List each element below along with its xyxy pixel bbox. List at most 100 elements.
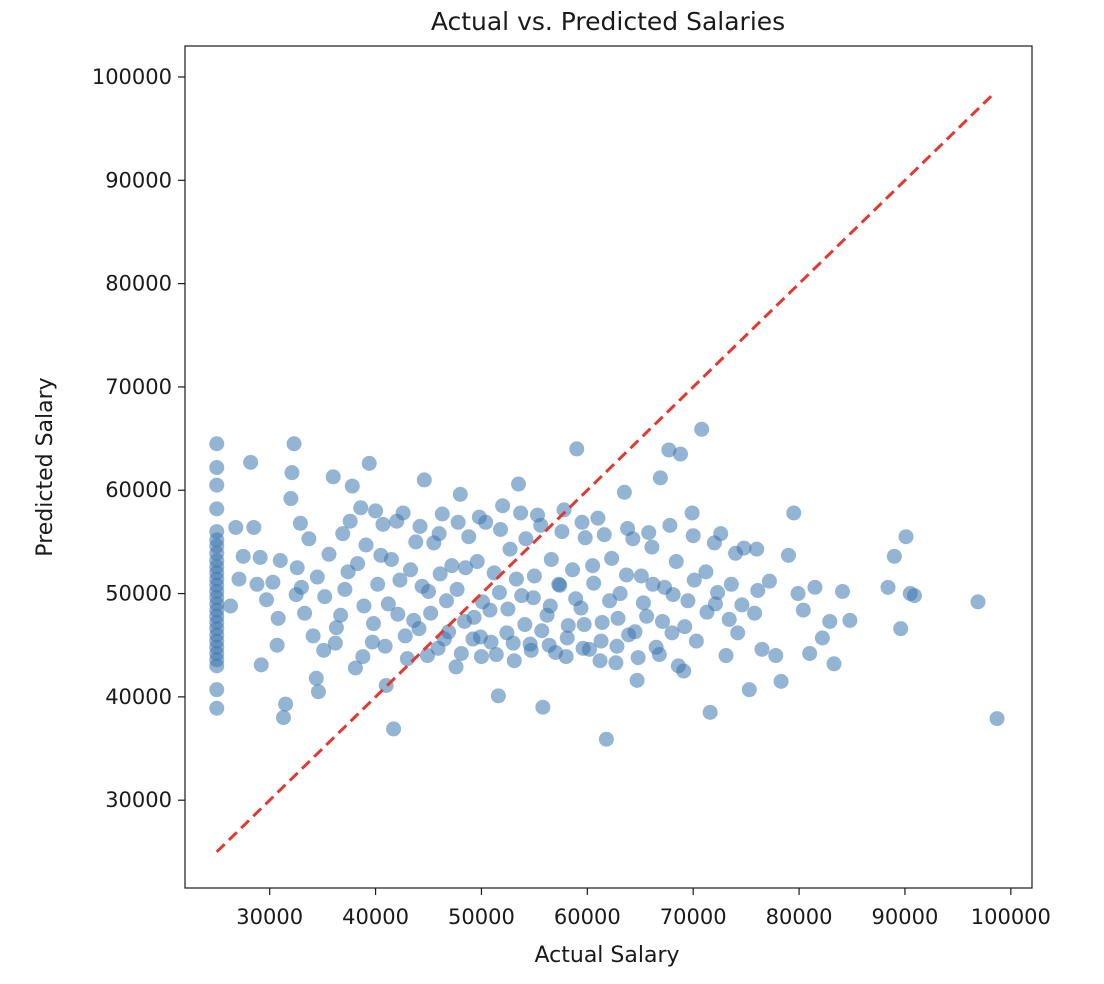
- data-point: [568, 591, 584, 607]
- data-point: [513, 505, 529, 521]
- data-point: [327, 635, 343, 651]
- data-point: [741, 682, 757, 698]
- y-axis-title: Predicted Salary: [33, 377, 58, 556]
- plot-frame: [184, 45, 1033, 889]
- data-point: [370, 576, 386, 592]
- data-point: [466, 609, 482, 625]
- data-point: [604, 550, 620, 566]
- data-point: [670, 658, 686, 674]
- data-point: [834, 583, 850, 599]
- data-point: [596, 527, 612, 543]
- data-point: [488, 647, 504, 663]
- data-point: [898, 529, 914, 545]
- data-point: [495, 498, 511, 514]
- data-point: [618, 567, 634, 583]
- data-point: [560, 618, 576, 634]
- data-point: [569, 441, 585, 457]
- data-point: [511, 476, 527, 492]
- x-tick-label: 90000: [872, 905, 939, 929]
- data-point: [209, 436, 225, 452]
- x-axis: 30000 40000 50000 60000 70000 80000 90000 10000…: [236, 888, 1051, 929]
- data-point: [252, 549, 268, 565]
- data-point: [235, 548, 251, 564]
- data-point: [246, 519, 262, 535]
- data-point: [807, 579, 823, 595]
- data-point: [551, 576, 567, 592]
- data-point: [677, 619, 693, 635]
- data-point: [373, 547, 389, 563]
- data-point: [309, 569, 325, 585]
- data-point: [508, 571, 524, 587]
- data-point: [434, 506, 450, 522]
- data-point: [486, 565, 502, 581]
- data-point: [565, 562, 581, 578]
- data-point: [795, 602, 811, 618]
- data-point: [458, 560, 474, 576]
- data-point: [602, 593, 618, 609]
- data-point: [406, 612, 422, 628]
- data-point: [780, 547, 796, 563]
- y-tick-label: 40000: [105, 685, 172, 709]
- data-point: [542, 598, 558, 614]
- x-tick-label: 40000: [342, 905, 409, 929]
- data-point: [635, 595, 651, 611]
- y-axis: 30000 40000 50000 60000 70000 80000 90000 10000…: [92, 65, 185, 812]
- data-point: [686, 572, 702, 588]
- data-point: [651, 647, 667, 663]
- data-point: [970, 594, 986, 610]
- data-point: [668, 554, 684, 570]
- data-point: [786, 505, 802, 521]
- data-point: [347, 660, 363, 676]
- y-tick-label: 80000: [105, 272, 172, 296]
- data-point: [661, 442, 677, 458]
- data-point: [453, 645, 469, 661]
- data-point: [403, 562, 419, 578]
- data-point: [297, 605, 313, 621]
- data-point: [209, 460, 225, 476]
- data-point: [768, 648, 784, 664]
- data-point: [608, 655, 624, 671]
- data-point: [514, 588, 530, 604]
- data-point: [710, 585, 726, 601]
- data-point: [353, 500, 369, 516]
- data-point: [272, 552, 288, 568]
- data-point: [473, 649, 489, 665]
- data-point: [906, 588, 922, 604]
- data-point: [688, 633, 704, 649]
- data-point: [472, 629, 488, 645]
- data-points: [209, 421, 1005, 747]
- data-point: [288, 587, 304, 603]
- data-point: [506, 653, 522, 669]
- data-point: [702, 704, 718, 720]
- data-point: [500, 601, 516, 617]
- data-point: [209, 682, 225, 698]
- data-point: [629, 672, 645, 688]
- data-point: [699, 604, 715, 620]
- data-point: [535, 699, 551, 715]
- data-point: [333, 607, 349, 623]
- data-point: [802, 645, 818, 661]
- x-tick-label: 70000: [660, 905, 727, 929]
- data-point: [886, 548, 902, 564]
- data-point: [576, 617, 592, 633]
- data-point: [283, 491, 299, 507]
- reference-line: [215, 91, 996, 853]
- data-point: [728, 545, 744, 561]
- data-point: [449, 581, 465, 597]
- data-point: [253, 657, 269, 673]
- data-point: [493, 522, 509, 538]
- data-point: [228, 519, 244, 535]
- data-point: [358, 537, 374, 553]
- data-point: [286, 436, 302, 452]
- data-point: [292, 515, 308, 531]
- y-tick-label: 90000: [105, 168, 172, 192]
- data-point: [448, 659, 464, 675]
- data-point: [541, 637, 557, 653]
- data-point: [880, 579, 896, 595]
- data-point: [419, 648, 435, 664]
- data-point: [432, 566, 448, 582]
- data-point: [310, 684, 326, 700]
- data-point: [761, 573, 777, 589]
- data-point: [505, 635, 521, 651]
